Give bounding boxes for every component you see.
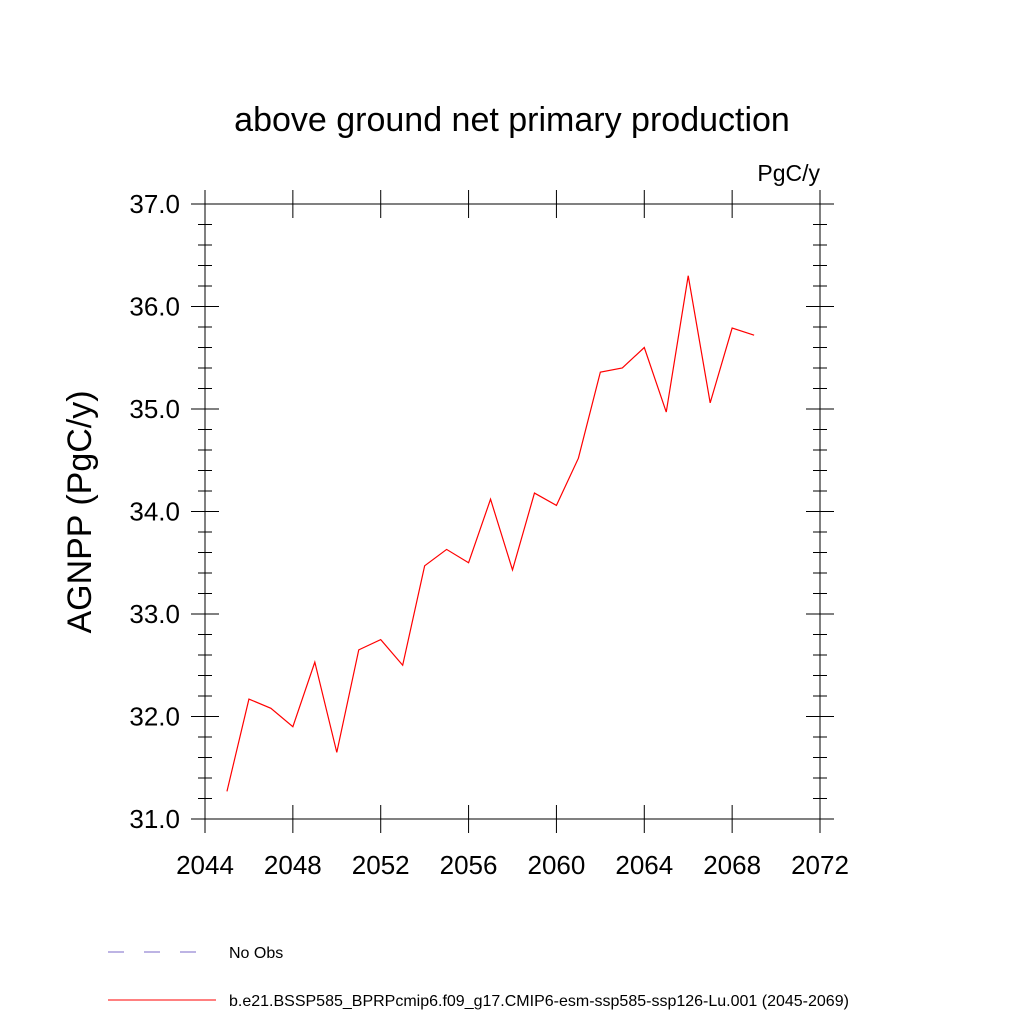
y-tick-label: 32.0: [129, 702, 180, 732]
x-tick-label: 2060: [528, 850, 586, 880]
chart-title: above ground net primary production: [234, 101, 790, 139]
units-label: PgC/y: [757, 160, 820, 186]
y-tick-label: 31.0: [129, 804, 180, 834]
x-tick-label: 2044: [176, 850, 234, 880]
y-tick-label: 36.0: [129, 292, 180, 322]
legend-label: No Obs: [229, 945, 283, 962]
legend: No Obs b.e21.BSSP585_BPRPcmip6.f09_g17.CM…: [108, 945, 849, 1010]
x-tick-label: 2072: [791, 850, 849, 880]
x-tick-label: 2064: [615, 850, 673, 880]
plot-frame: [204, 203, 821, 820]
y-tick-label: 35.0: [129, 394, 180, 424]
x-tick-label: 2048: [264, 850, 322, 880]
legend-label: b.e21.BSSP585_BPRPcmip6.f09_g17.CMIP6-es…: [229, 993, 849, 1010]
x-tick-label: 2068: [703, 850, 761, 880]
y-tick-label: 34.0: [129, 497, 180, 527]
series-line: [226, 275, 755, 792]
series-layer: [226, 275, 755, 792]
axes: 2044 2048 2052 2056 2060 2064 2068 2072 31.0 32.0…: [129, 189, 849, 880]
x-tick-label: 2052: [352, 850, 410, 880]
y-tick-label: 37.0: [129, 189, 180, 219]
y-tick-label: 33.0: [129, 599, 180, 629]
x-tick-label: 2056: [440, 850, 498, 880]
y-axis-label: AGNPP (PgC/y): [61, 390, 99, 633]
